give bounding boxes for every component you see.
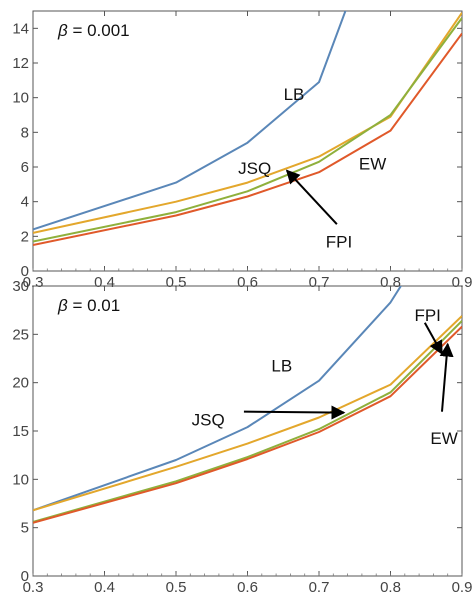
panel1-series-lb-line [33,11,347,231]
panel2-x-tick-label: 0.4 [94,579,115,596]
panel2-x-tick-label: 0.7 [309,579,330,596]
panel1-x-tick-label: 0.3 [23,274,44,291]
panel1-series-jsq-line [33,12,462,234]
panel2-y-tick-label: 25 [12,326,29,343]
panel2-y-tick-label: 5 [21,520,29,537]
panel2-series-fpi-line [33,320,462,523]
panel2-y-tick-label: 0 [21,568,29,585]
panel2-y-tick-label: 20 [12,375,29,392]
panel1-y-tick-label: 10 [12,90,29,107]
panel1-x-tick-label: 0.5 [166,274,187,291]
panel1-arrow-fpi [285,169,338,225]
panel2-arrow-fpi [423,322,443,355]
panel1-y-tick-label: 12 [12,55,29,72]
panel1-y-tick-label: 6 [21,159,29,176]
panel1-x-tick-label: 0.4 [94,274,115,291]
panel2-series-ew-line [33,325,462,524]
panel2-arrow-ew [439,342,454,412]
panel2-x-tick-label: 0.9 [452,579,473,596]
panel2-y-tick-label: 15 [12,423,29,440]
panel2-y-tick-label: 30 [12,278,29,295]
panel2-label-lb: LB [271,356,292,375]
panel1-x-tick-label: 0.9 [452,274,473,291]
panel1-label-lb: LB [284,85,305,104]
panel1-x-tick-label: 0.8 [380,274,401,291]
panel1-series-fpi-line [33,17,462,243]
panel1-y-tick-label: 4 [21,194,29,211]
panel2-frame [32,285,463,577]
panel1-beta-annotation: β = 0.001 [57,21,130,40]
panel2-series-lb-line [33,286,403,512]
panel1-label-fpi: FPI [326,233,352,252]
panel1-series-ew-line [33,32,462,246]
panel2-label-fpi: FPI [414,306,440,325]
panel1-y-tick-label: 2 [21,228,29,245]
panel2-series-jsq-line [33,315,462,512]
panel2-x-tick-label: 0.6 [237,579,258,596]
panel2-label-ew: EW [430,429,457,448]
panel1-x-tick-label: 0.7 [309,274,330,291]
panel2-arrow-jsq [243,405,346,420]
panel1-y-tick-label: 0 [21,263,29,280]
panel1-y-tick-label: 8 [21,124,29,141]
panel2-y-tick-label: 10 [12,471,29,488]
panel1-label-jsq: JSQ [238,159,271,178]
panel2-beta-annotation: β = 0.01 [57,296,120,315]
panel2-label-jsq: JSQ [192,410,225,429]
panel1-y-tick-label: 14 [12,20,29,37]
panel2-x-tick-label: 0.3 [23,579,44,596]
panel1-x-tick-label: 0.6 [237,274,258,291]
panel2-x-tick-label: 0.5 [166,579,187,596]
panel2-x-tick-label: 0.8 [380,579,401,596]
panel1-label-ew: EW [359,155,386,174]
